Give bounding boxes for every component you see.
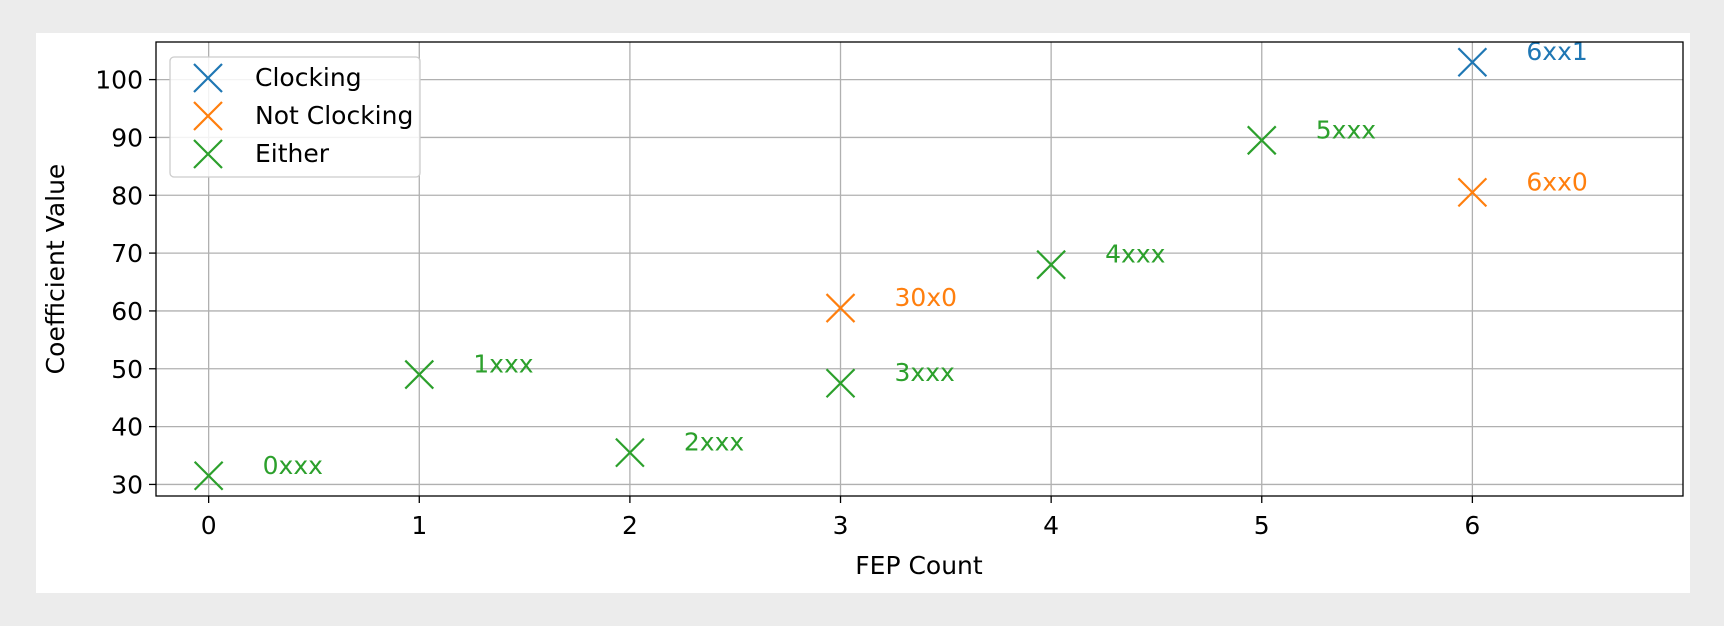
data-point-marker	[825, 293, 856, 323]
legend-marker	[193, 139, 223, 169]
y-tick-label: 90	[111, 123, 143, 152]
x-tick-label: 6	[1464, 511, 1480, 540]
x-tick-label: 5	[1254, 511, 1270, 540]
legend-label: Clocking	[255, 63, 362, 92]
marker-stroke	[1457, 47, 1488, 78]
plot-frame	[155, 41, 1684, 497]
marker-stroke	[1246, 125, 1277, 156]
legend-label: Either	[255, 139, 330, 168]
legend-label: Not Clocking	[255, 101, 413, 130]
x-tick-label: 0	[201, 511, 217, 540]
data-point-marker	[615, 437, 645, 468]
data-point-label: 0xxx	[263, 451, 323, 480]
y-axis: 30 40 50 60 70 80 90 100	[95, 66, 156, 499]
data-point-marker	[1036, 249, 1066, 280]
x-tick-label: 4	[1043, 511, 1059, 540]
data-point-marker	[404, 359, 435, 390]
data-point-marker	[193, 460, 224, 491]
y-tick-label: 60	[111, 297, 143, 326]
marker-stroke	[193, 139, 223, 169]
marker-stroke	[825, 368, 856, 399]
y-tick-label: 70	[111, 239, 143, 268]
y-axis-label: Coefficient Value	[41, 164, 70, 375]
marker-stroke	[193, 101, 223, 131]
x-tick-label: 1	[411, 511, 427, 540]
marker-stroke	[1036, 249, 1066, 280]
y-tick-label: 80	[111, 181, 143, 210]
data-point-label: 6xx0	[1526, 167, 1587, 196]
data-point-label: 5xxx	[1316, 115, 1376, 144]
y-tick-label: 30	[111, 470, 143, 499]
legend: Clocking Not Clocking Either	[169, 56, 421, 178]
marker-stroke	[193, 63, 223, 93]
data-point-label: 3xxx	[895, 358, 955, 387]
data-point-label: 4xxx	[1105, 240, 1165, 269]
marker-stroke	[615, 437, 645, 468]
marker-stroke	[1457, 177, 1488, 208]
data-point-label: 1xxx	[473, 350, 533, 379]
data-point-marker	[1457, 177, 1488, 208]
legend-box	[169, 56, 421, 178]
data-point-marker	[825, 368, 856, 399]
marker-stroke	[825, 293, 856, 323]
y-tick-label: 40	[111, 413, 143, 442]
data-point-marker	[1246, 125, 1277, 156]
x-tick-label: 3	[833, 511, 849, 540]
legend-marker	[193, 63, 223, 93]
marker-stroke	[404, 359, 435, 390]
y-tick-label: 100	[95, 66, 143, 95]
marker-stroke	[193, 460, 224, 491]
data-point-marker	[1457, 47, 1488, 78]
data-point-label: 30x0	[895, 283, 958, 312]
grid-lines	[156, 42, 1683, 496]
x-axis-label: FEP Count	[855, 551, 983, 580]
y-tick-label: 50	[111, 355, 143, 384]
legend-marker	[193, 101, 223, 131]
x-axis: 0 1 2 3 4 5 6	[201, 496, 1480, 540]
x-tick-label: 2	[622, 511, 638, 540]
data-point-label: 2xxx	[684, 428, 744, 457]
